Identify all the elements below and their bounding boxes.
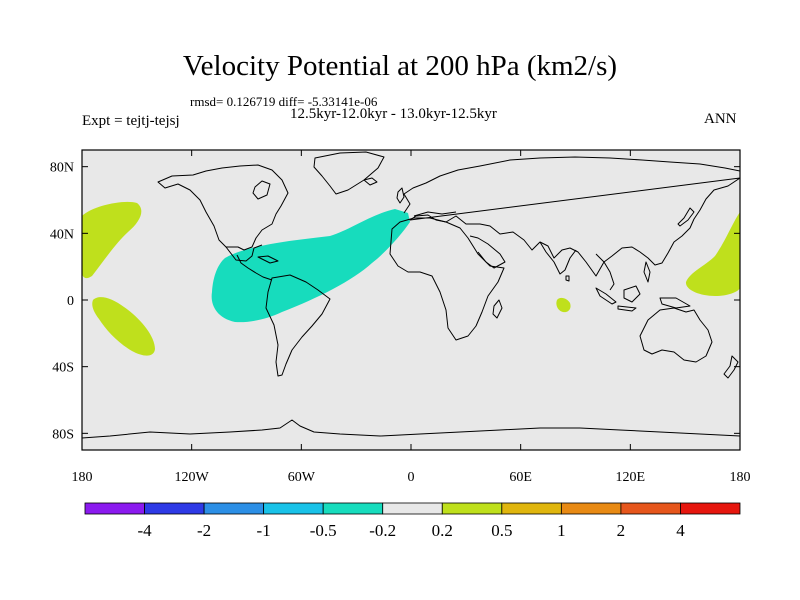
colorbar-label: 1 [557,521,566,540]
sri-lanka [565,275,570,282]
cuba [257,255,279,264]
colorbar-swatch [560,502,622,515]
gulf-of-mexico-coast [225,244,263,262]
hudson-bay [252,180,271,200]
longitude-axis: 180 120W 60W 0 60E 120E 180 [72,150,751,485]
southeast-asia-coast [595,253,615,291]
experiment-label: Expt = tejtj-tejsj [82,113,180,129]
iceland [363,177,378,186]
colorbar-label: -1 [257,521,271,540]
latitude-axis: 80N 40N 0 40S 80S [50,161,740,442]
japan [677,207,695,227]
colorbar-label: 2 [617,521,626,540]
lon-tick-label: 120E [616,470,646,485]
rmsd-stats: rmsd= 0.126719 diff= -5.33141e-06 [190,94,378,109]
colorbar-swatch [144,502,205,515]
positive-anomaly-indian-ocean [556,297,571,313]
antarctica-coast [82,419,740,439]
java [617,305,637,312]
borneo [623,285,641,303]
greenland-coast [313,151,385,195]
season-label: ANN [704,111,737,127]
colorbar: -4 -2 -1 -0.5 -0.2 0.2 0.5 1 2 4 [84,502,741,540]
colorbar-label: -0.2 [369,521,396,540]
colorbar-swatch [680,502,741,515]
shaded-regions [82,201,740,356]
lon-tick-label: 60E [509,470,532,485]
colorbar-swatch [203,502,265,515]
south-america-coast [265,274,331,377]
philippines [643,261,651,283]
lat-tick-label: 80S [52,427,74,442]
colorbar-swatch [263,502,324,515]
positive-anomaly-southeast-pacific [92,297,155,356]
lat-tick-label: 40S [52,361,74,376]
colorbar-label: 4 [676,521,685,540]
colorbar-label: 0.5 [491,521,512,540]
india-coast [539,241,577,275]
colorbar-swatch [501,502,562,515]
great-britain [396,187,405,204]
colorbar-swatch [84,502,145,515]
madagascar [492,299,503,319]
colorbar-swatch [382,502,443,515]
central-america-coast [236,254,273,281]
lon-tick-label: 0 [408,470,415,485]
sumatra [595,287,617,305]
period-label: 12.5kyr-12.0kyr - 13.0kyr-12.5kyr [290,106,497,122]
colorbar-label: -0.5 [310,521,337,540]
map-plot-area [82,150,740,450]
lon-tick-label: 120W [175,470,210,485]
map-title: Velocity Potential at 200 hPa (km2/s) [182,50,618,82]
lon-tick-label: 180 [730,470,751,485]
australia-coast [639,307,713,363]
lat-tick-label: 0 [67,294,74,309]
positive-anomaly-west-pacific [685,212,740,296]
coastlines [82,151,740,439]
north-america-coast [157,164,289,251]
colorbar-label: -4 [137,521,152,540]
colorbar-label: 0.2 [432,521,453,540]
lon-tick-label: 180 [72,470,93,485]
new-zealand [723,355,739,379]
colorbar-label: -2 [197,521,211,540]
new-guinea [659,297,691,309]
lat-tick-label: 40N [50,227,74,242]
colorbar-swatch [620,502,681,515]
africa-coast [389,217,505,341]
lon-tick-label: 60W [288,470,316,485]
arabia-coast [469,235,506,269]
mediterranean [413,211,457,217]
lat-tick-label: 80N [50,161,74,176]
negative-anomaly-atlantic [211,209,410,323]
positive-anomaly-northeast-pacific [82,201,142,279]
colorbar-swatch [322,502,384,515]
eurasia-coast [403,156,740,277]
colorbar-swatch [441,502,503,515]
